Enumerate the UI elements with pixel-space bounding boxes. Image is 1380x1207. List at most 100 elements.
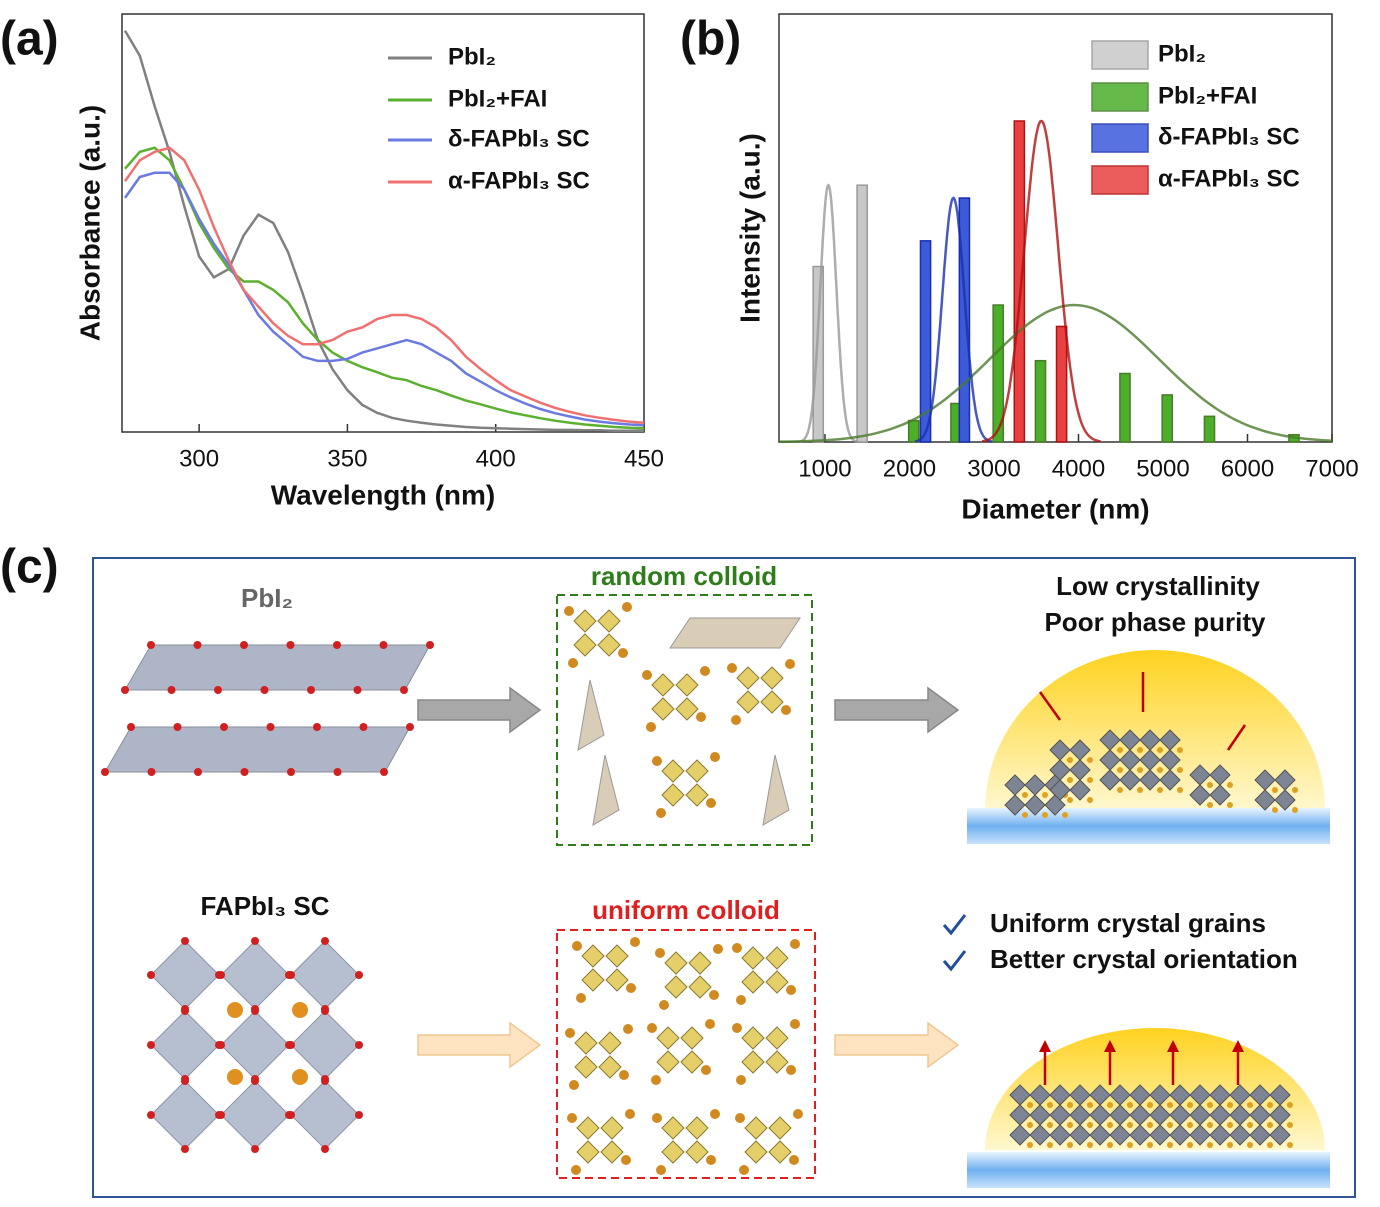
substrate	[967, 808, 1330, 844]
octahedron	[1099, 769, 1121, 791]
cation	[1027, 1122, 1033, 1128]
octahedron	[736, 666, 760, 690]
arrow	[834, 1021, 960, 1069]
plot-frame	[121, 13, 645, 433]
octahedron	[1029, 1124, 1051, 1146]
cation	[1047, 1102, 1053, 1108]
atom	[321, 1007, 329, 1015]
cation	[1047, 1142, 1053, 1148]
legend-label: PbI₂	[1158, 40, 1206, 67]
octahedron	[688, 975, 712, 999]
legend-label: α-FAPbI₃ SC	[1158, 165, 1300, 192]
legend-label: PbI₂	[448, 43, 496, 70]
cation	[652, 756, 662, 766]
atom	[167, 686, 176, 694]
bar	[1034, 359, 1047, 443]
legend-label: PbI₂+FAI	[1158, 82, 1257, 109]
octahedron	[574, 1055, 598, 1079]
octahedron	[290, 1080, 360, 1150]
cation	[1087, 1102, 1093, 1108]
cation	[1227, 802, 1233, 808]
cation	[1287, 1122, 1293, 1128]
fit-curve	[914, 196, 993, 443]
atom	[287, 768, 295, 776]
atom	[286, 641, 295, 649]
octahedron	[760, 666, 784, 690]
octahedron	[597, 609, 621, 633]
octahedron	[1119, 769, 1141, 791]
atom	[217, 971, 225, 979]
cation	[735, 1113, 745, 1123]
cation	[1067, 1122, 1073, 1128]
atom	[426, 641, 434, 649]
layer	[124, 644, 431, 691]
cation	[1127, 1102, 1133, 1108]
cation	[1117, 747, 1123, 753]
cation	[739, 1165, 749, 1175]
cation	[1187, 1142, 1193, 1148]
octahedron	[736, 690, 760, 714]
cation	[1187, 1122, 1193, 1128]
line	[123, 30, 644, 432]
cation	[1027, 1102, 1033, 1108]
cation	[1022, 792, 1028, 798]
cation	[1207, 802, 1213, 808]
cation	[696, 712, 706, 722]
octahedron	[1139, 769, 1161, 791]
cation	[646, 722, 656, 732]
panel-label: (a)	[0, 13, 59, 66]
cation	[1272, 787, 1278, 793]
atom	[147, 1111, 155, 1119]
atom	[147, 768, 156, 776]
octahedron	[768, 1116, 792, 1140]
cation	[790, 1019, 800, 1029]
legend-label: δ-FAPbI₃ SC	[448, 125, 590, 152]
cation	[1047, 1122, 1053, 1128]
legend-swatch	[1091, 165, 1149, 195]
panel-label: (b)	[680, 13, 741, 66]
octahedron	[1009, 1124, 1031, 1146]
cation	[710, 1109, 720, 1119]
cation	[781, 705, 791, 715]
cation	[1207, 1122, 1213, 1128]
cation	[1227, 1122, 1233, 1128]
atom	[147, 641, 155, 649]
octahedron	[680, 1050, 704, 1074]
panel-label: (c)	[0, 541, 59, 594]
octahedron	[685, 759, 709, 783]
atom	[240, 768, 249, 776]
octahedron	[220, 1010, 290, 1080]
line	[123, 171, 645, 427]
cation	[1177, 787, 1183, 793]
bar	[1013, 120, 1026, 443]
octahedron	[290, 1010, 360, 1080]
cation	[622, 602, 632, 612]
atom	[251, 1145, 259, 1153]
bar	[992, 304, 1005, 443]
octahedron	[1069, 779, 1091, 801]
octahedron	[605, 944, 629, 968]
cation	[1247, 1142, 1253, 1148]
atom	[266, 723, 275, 731]
cation	[292, 1069, 308, 1085]
cation	[564, 606, 574, 616]
arrow	[417, 1021, 542, 1069]
line	[123, 146, 645, 425]
label: Uniform crystal grains	[990, 908, 1266, 938]
cation	[700, 666, 710, 676]
atom	[355, 1111, 363, 1119]
diagram: PbI₂ FAPbI₃ SC random colloid uniform collo…	[101, 561, 1330, 1188]
cation	[1087, 1142, 1093, 1148]
cation	[655, 948, 665, 958]
atom	[260, 686, 269, 694]
octahedron	[150, 940, 220, 1010]
panel-frame	[92, 557, 1356, 1198]
atom	[287, 1041, 295, 1049]
cation	[1267, 1122, 1273, 1128]
bar	[1203, 415, 1216, 443]
x-tick-label: 4000	[1052, 455, 1105, 482]
cation	[1147, 1102, 1153, 1108]
cation	[568, 658, 578, 668]
cation	[785, 659, 795, 669]
octahedron	[1004, 794, 1026, 816]
